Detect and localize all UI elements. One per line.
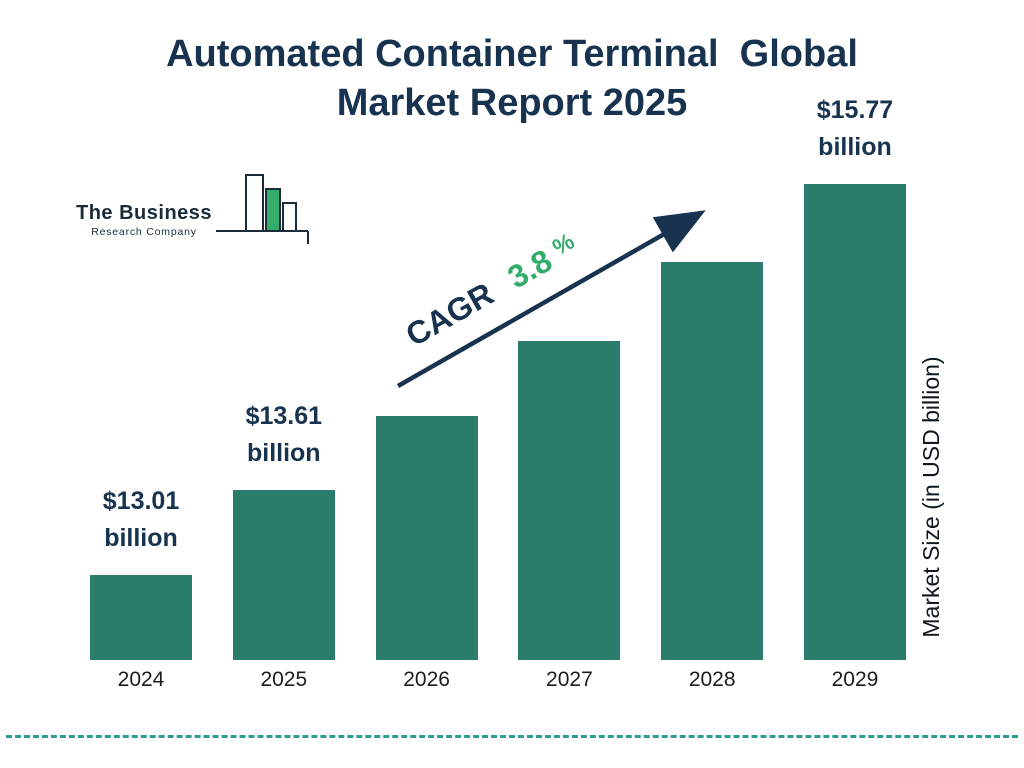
bar-group-2029: $15.77 billion 2029 — [803, 88, 906, 700]
bar-2029 — [803, 184, 906, 660]
bar-value-amount: $15.77 — [816, 96, 894, 124]
title-line2: Market Report 2025 — [336, 81, 688, 124]
bar-group-2028: 2028 — [661, 88, 764, 700]
bar-2025 — [232, 490, 335, 660]
x-tick-2024: 2024 — [117, 668, 165, 691]
bar-2027 — [518, 341, 621, 660]
page-title: Automated Container Terminal Global Mark… — [0, 30, 1024, 127]
bar-value-unit: billion — [104, 524, 178, 552]
bar-2024 — [90, 575, 192, 660]
title-line1: Automated Container Terminal Global — [166, 33, 858, 75]
logo-subname: Research Company — [91, 226, 197, 238]
bottom-dashed-divider — [6, 735, 1018, 738]
y-axis-label: Market Size (in USD billion) — [918, 356, 944, 638]
bar-group-2027: 2027 — [518, 88, 621, 700]
x-tick-2025: 2025 — [260, 668, 308, 691]
x-tick-2028: 2028 — [688, 668, 736, 691]
bar-value-amount: $13.61 — [245, 402, 323, 430]
x-tick-2027: 2027 — [546, 668, 593, 691]
bar-value-label-2025: $13.61 billion — [246, 398, 322, 472]
bar-chart-logo-icon — [216, 174, 310, 244]
bar-value-unit: billion — [246, 439, 321, 467]
bar-value-unit: billion — [818, 133, 892, 161]
bar-value-label-2029: $15.77 billion — [817, 92, 893, 166]
bar-2028 — [661, 262, 764, 660]
company-logo: The Business Research Company — [76, 172, 312, 246]
x-tick-2029: 2029 — [831, 668, 879, 691]
bar-value-label-2024: $13.01 billion — [103, 483, 179, 557]
bar-group-2026: 2026 — [375, 88, 478, 700]
logo-text: The Business Research Company — [76, 202, 212, 238]
bar-value-amount: $13.01 — [102, 487, 180, 515]
bar-group-2024: $13.01 billion 2024 — [90, 88, 192, 700]
bar-2026 — [375, 416, 478, 660]
bar-chart: $13.01 billion 2024 $13.61 billion 2025 … — [90, 88, 906, 700]
bar-group-2025: $13.61 billion 2025 — [232, 88, 335, 700]
logo-name: The Business — [76, 202, 213, 224]
x-tick-2026: 2026 — [403, 668, 450, 691]
